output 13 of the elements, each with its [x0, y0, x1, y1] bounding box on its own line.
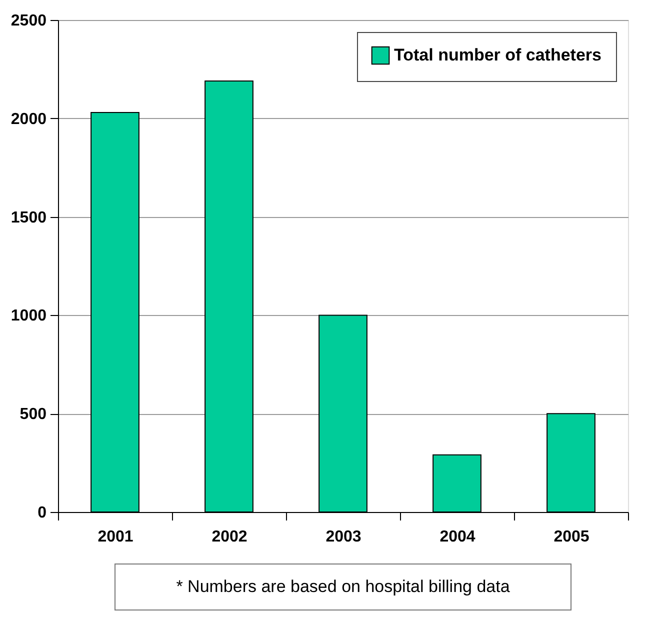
y-tick-label: 2000 — [10, 110, 47, 128]
y-tick-label: 0 — [38, 504, 47, 522]
x-tick-label: 2005 — [554, 528, 590, 546]
x-tick-label: 2001 — [98, 528, 134, 546]
x-tick-label: 2003 — [326, 528, 362, 546]
y-tick-label: 1500 — [10, 209, 47, 226]
legend-label: Total number of catheters — [394, 46, 602, 64]
y-tick-label: 2500 — [10, 12, 47, 30]
y-tick-label: 500 — [20, 406, 47, 424]
y-tick-label: 1000 — [10, 308, 47, 325]
text: * Numbers are based on hospital billing data — [176, 577, 510, 596]
x-tick-label: 2002 — [212, 528, 248, 546]
x-tick-label: 2004 — [440, 528, 476, 546]
